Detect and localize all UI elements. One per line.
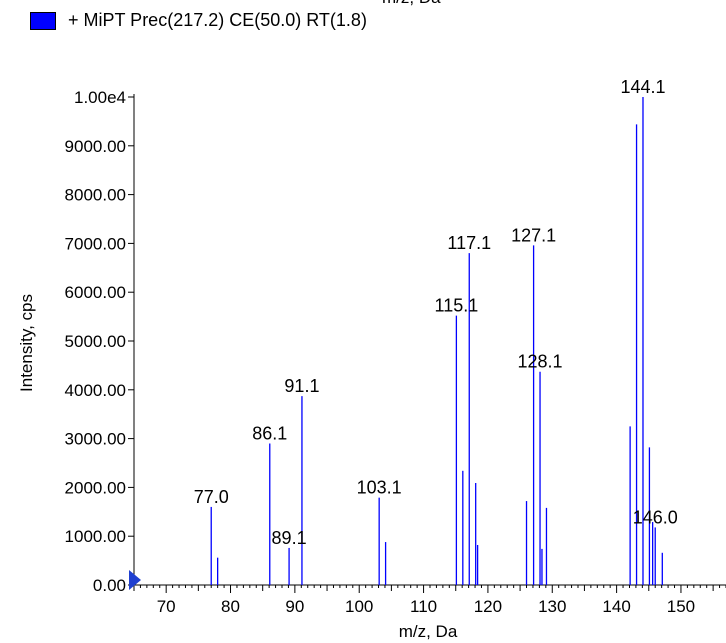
y-tick-label: 5000.00 [65, 332, 126, 351]
peak-label: 146.0 [633, 507, 678, 527]
y-tick-label: 4000.00 [65, 381, 126, 400]
peak-label: 128.1 [518, 352, 563, 372]
peak-label: 77.0 [194, 487, 229, 507]
peak-label: 91.1 [284, 376, 319, 396]
x-axis-start-marker [129, 570, 141, 590]
peak-label: 89.1 [272, 528, 307, 548]
legend-swatch [30, 11, 56, 30]
y-tick-label: 6000.00 [65, 283, 126, 302]
x-axis-title: m/z, Da [399, 622, 458, 641]
legend: + MiPT Prec(217.2) CE(50.0) RT(1.8) [30, 10, 367, 31]
legend-label: + MiPT Prec(217.2) CE(50.0) RT(1.8) [68, 10, 367, 30]
y-tick-label: 1.00e4 [74, 88, 126, 107]
peak-label: 115.1 [435, 296, 479, 316]
x-tick-label: 80 [221, 597, 240, 616]
peak-label: 103.1 [357, 478, 402, 498]
peak-label: 117.1 [447, 233, 491, 253]
x-tick-label: 90 [285, 597, 304, 616]
y-tick-label: 3000.00 [65, 430, 126, 449]
x-tick-label: 150 [667, 597, 695, 616]
peak-label: 86.1 [252, 423, 287, 443]
y-axis: 0.00 1000.00 2000.00 3000.00 4000.00 5000.00 6… [65, 88, 135, 595]
y-tick-label: 9000.00 [65, 137, 126, 156]
x-tick-label: 100 [345, 597, 373, 616]
y-tick-label: 7000.00 [65, 234, 126, 253]
y-tick-label: 8000.00 [65, 186, 126, 205]
y-tick-label: 2000.00 [65, 478, 126, 497]
x-tick-label: 120 [474, 597, 502, 616]
cut-off-axis-title: m/z, Da [382, 0, 441, 8]
peak-labels: 77.0 86.1 89.1 91.1 103.1 115.1 117.1 127.1 128.… [194, 77, 678, 548]
y-tick-label: 0.00 [93, 576, 126, 595]
peak-bars [210, 97, 663, 585]
x-tick-label: 110 [410, 597, 437, 616]
x-axis: 70 80 90 100 110 120 130 140 150 [133, 584, 726, 616]
x-tick-label: 70 [157, 597, 176, 616]
x-tick-label: 140 [602, 597, 630, 616]
x-tick-label: 130 [538, 597, 566, 616]
y-tick-label: 1000.00 [65, 527, 126, 546]
peak-label: 127.1 [511, 225, 556, 245]
peak-label: 144.1 [620, 77, 665, 97]
y-axis-title: Intensity, cps [17, 294, 36, 392]
